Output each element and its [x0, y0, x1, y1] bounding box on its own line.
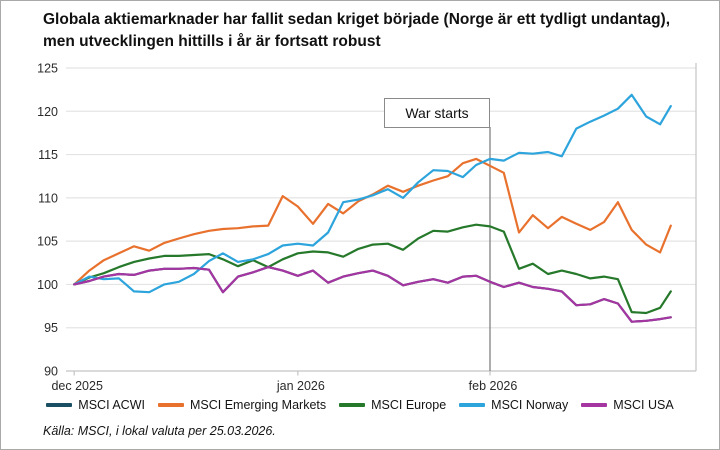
y-tick-label: 115 [38, 148, 58, 162]
legend-item-msci-usa: MSCI USA [581, 398, 674, 412]
legend-item-msci-emerging-markets: MSCI Emerging Markets [157, 398, 327, 412]
legend-item-msci-europe: MSCI Europe [339, 398, 446, 412]
x-tick-label: jan 2026 [276, 379, 325, 393]
legend: MSCI ACWI MSCI Emerging Markets MSCI Europ… [1, 398, 719, 412]
legend-label: MSCI Emerging Markets [189, 398, 327, 412]
war-annotation-label: War starts [405, 105, 469, 121]
legend-label: MSCI Norway [491, 398, 569, 412]
legend-item-msci-norway: MSCI Norway [459, 398, 568, 412]
y-tick-label: 105 [37, 235, 58, 249]
series-line-msci-emerging-markets [73, 157, 672, 286]
y-tick-label: 95 [44, 321, 58, 335]
source-note: Källa: MSCI, i lokal valuta per 25.03.20… [43, 424, 276, 438]
chart-title: Globala aktiemarknader har fallit sedan … [43, 11, 671, 50]
y-tick-label: 120 [37, 105, 58, 119]
legend-swatch [581, 403, 608, 407]
series-line-msci-europe [73, 223, 672, 315]
legend-swatch [46, 403, 73, 407]
x-tick-label: dec 2025 [51, 379, 102, 393]
y-tick-label: 110 [38, 191, 58, 205]
legend-label: MSCI USA [613, 398, 674, 412]
legend-swatch [157, 403, 184, 407]
y-tick-label: 125 [37, 62, 58, 76]
legend-swatch [459, 403, 486, 407]
legend-swatch [339, 403, 366, 407]
legend-item-msci-acwi: MSCI ACWI [46, 398, 145, 412]
y-tick-label: 100 [37, 278, 58, 292]
series-line-msci-usa [73, 266, 672, 323]
legend-label: MSCI ACWI [78, 398, 145, 412]
x-tick-label: feb 2026 [469, 379, 518, 393]
series-line-msci-norway [73, 93, 672, 294]
war-annotation-box: War starts [384, 98, 490, 128]
legend-label: MSCI Europe [371, 398, 447, 412]
y-tick-label: 90 [44, 365, 58, 379]
